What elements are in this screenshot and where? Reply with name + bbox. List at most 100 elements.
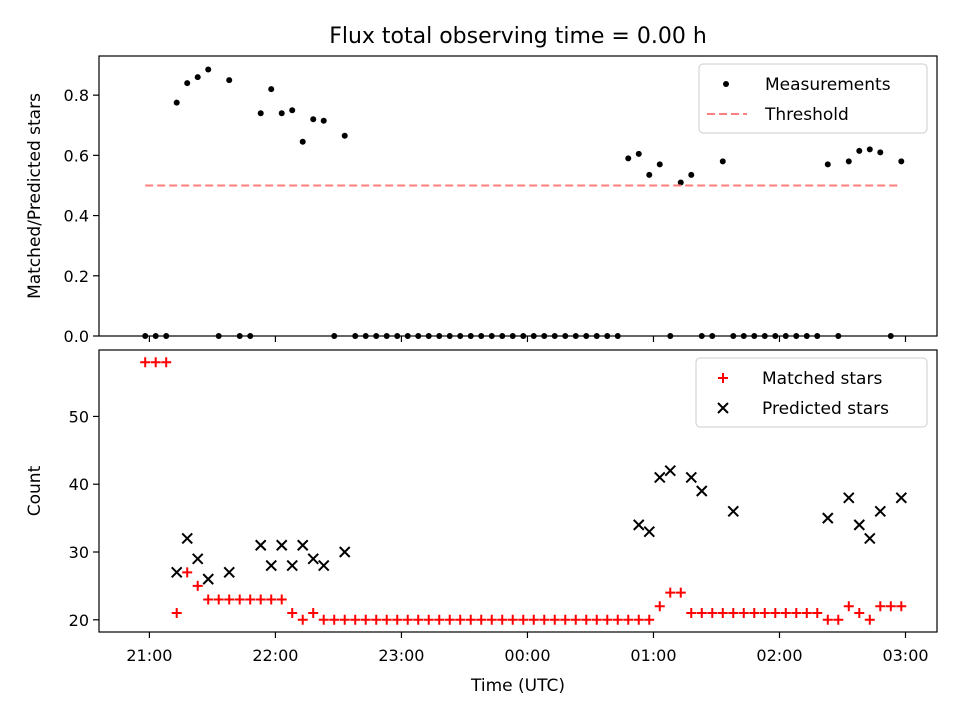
measurement-point: [761, 333, 768, 339]
ratio-y-axis-label: Matched/Predicted stars: [25, 93, 45, 299]
measurement-point: [299, 138, 306, 145]
matched-point: [602, 614, 613, 625]
matched-point: [423, 614, 434, 625]
ratio-y-tick-label: 0.4: [64, 207, 89, 226]
ratio-legend-box: [698, 63, 928, 134]
matched-point: [266, 594, 277, 605]
measurement-point: [268, 86, 275, 93]
matched-point: [182, 567, 193, 578]
matched-point: [591, 614, 602, 625]
ratio-panel: Matched/Predicted stars 0.00.20.40.60.8 …: [25, 55, 938, 346]
matched-point: [161, 357, 172, 368]
matched-point: [612, 614, 623, 625]
measurement-point: [845, 158, 852, 165]
measurement-point: [436, 333, 443, 339]
ratio-axes: 0.0 0.2 0.4 0.6 0.8: [64, 55, 938, 346]
matched-point: [234, 594, 245, 605]
predicted-point: [853, 519, 865, 531]
measurement-point: [194, 74, 201, 81]
ratio-y-tick-label: 0.6: [64, 146, 89, 165]
measurement-point: [236, 333, 243, 339]
measurement-point: [331, 333, 338, 339]
matched-point: [654, 601, 665, 612]
measurement-point: [877, 149, 884, 156]
predicted-point: [286, 559, 298, 572]
matched-point: [392, 614, 403, 625]
predicted-point: [297, 539, 309, 551]
matched-point: [560, 614, 571, 625]
count-y-tick-label: 30: [69, 543, 89, 562]
predicted-point: [696, 485, 708, 497]
measurement-point: [740, 333, 747, 339]
ratio-y-tick-label: 0.2: [64, 267, 89, 286]
matched-point: [549, 614, 560, 625]
measurement-point: [646, 171, 653, 178]
count-x-tick-label: 02:00: [756, 646, 802, 665]
measurement-point: [509, 333, 516, 339]
predicted-point: [307, 553, 319, 565]
matched-point: [518, 614, 529, 625]
matched-point: [192, 580, 203, 591]
matched-point: [728, 608, 739, 619]
matched-point: [413, 614, 424, 625]
measurement-point: [404, 333, 411, 339]
count-panel: Count Time (UTC) 20 30 40 50 21:00 22:00 23:00…: [25, 349, 938, 696]
count-x-tick-label: 03:00: [882, 646, 928, 665]
matched-point: [287, 608, 298, 619]
measurement-point: [866, 146, 873, 153]
matched-point: [707, 608, 718, 619]
predicted-point: [192, 553, 204, 565]
predicted-point: [874, 505, 887, 518]
predicted-point: [664, 464, 676, 477]
measurement-point: [835, 333, 842, 339]
measurement-point: [163, 333, 170, 339]
matched-point: [696, 608, 707, 619]
matched-point: [665, 587, 676, 598]
measurement-point: [614, 333, 621, 339]
measurement-point: [593, 333, 600, 339]
predicted-point: [265, 559, 277, 572]
matched-point: [623, 614, 634, 625]
measurement-point: [310, 116, 317, 123]
count-x-axis-label: Time (UTC): [470, 676, 565, 696]
count-x-tick-label: 00:00: [504, 646, 550, 665]
count-marks: [140, 357, 908, 625]
ratio-legend: Measurements Threshold: [698, 63, 928, 134]
matched-point: [539, 614, 550, 625]
matched-point: [581, 614, 592, 625]
measurement-point: [467, 333, 474, 339]
measurement-point: [488, 333, 495, 339]
measurement-point: [457, 333, 464, 339]
matched-point: [339, 614, 350, 625]
measurement-point: [824, 161, 831, 168]
count-legend-label: Matched stars: [762, 369, 882, 389]
matched-point: [885, 601, 896, 612]
measurement-point: [278, 110, 285, 117]
count-legend-box: [695, 357, 928, 428]
measurement-point: [446, 333, 453, 339]
matched-point: [255, 594, 266, 605]
measurement-point: [520, 333, 527, 339]
measurement-point: [184, 80, 191, 87]
measurement-point: [551, 333, 558, 339]
predicted-point: [318, 559, 330, 572]
measurement-point: [352, 333, 359, 339]
measurement-point: [257, 110, 264, 117]
measurement-point: [898, 158, 905, 165]
matched-point: [434, 614, 445, 625]
measurement-point: [572, 333, 579, 339]
ratio-y-tick-label: 0.0: [64, 327, 89, 346]
count-x-tick-label: 23:00: [378, 646, 424, 665]
ratio-frame: [98, 55, 938, 337]
matched-point: [801, 608, 812, 619]
matched-point: [150, 357, 161, 368]
matched-point: [213, 594, 224, 605]
matched-point: [276, 594, 287, 605]
measurement-point: [719, 158, 726, 165]
predicted-point: [171, 566, 183, 579]
measurement-point: [362, 333, 369, 339]
measurement-point: [173, 99, 180, 106]
matched-point: [360, 614, 371, 625]
measurement-point: [803, 333, 810, 339]
count-y-tick-label: 20: [69, 611, 89, 630]
